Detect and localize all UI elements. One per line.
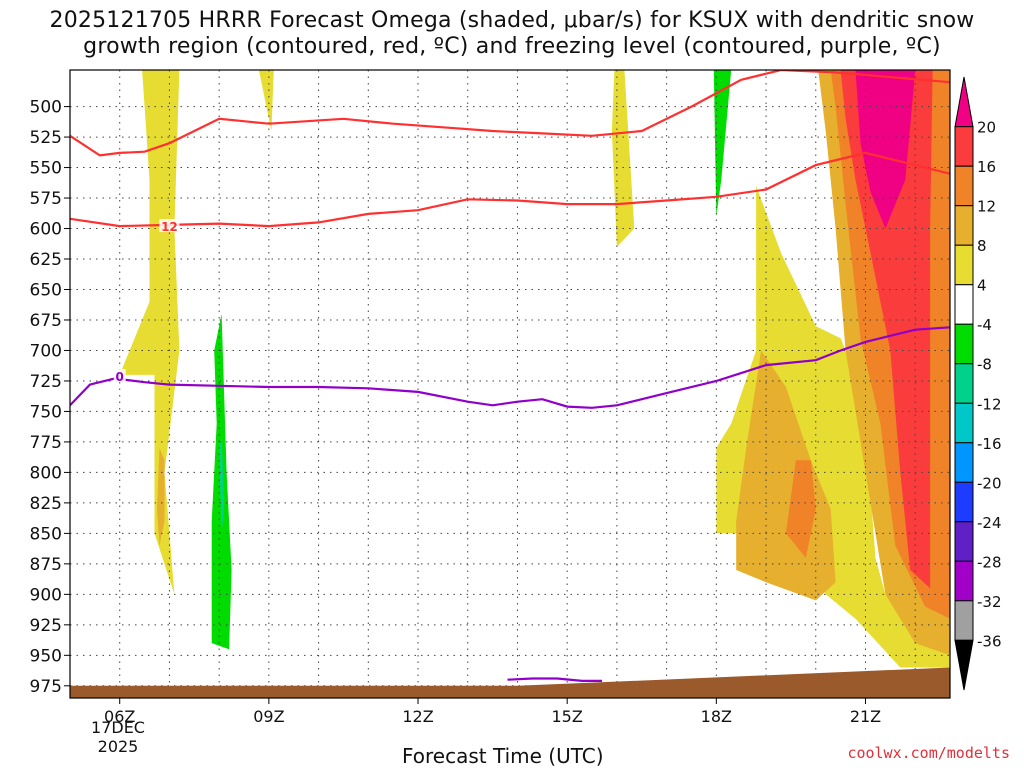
colorbar-segment: [954, 284, 974, 325]
omega-region-upward-motion-07z-core: [157, 448, 165, 546]
x-axis-label: Forecast Time (UTC): [402, 744, 604, 768]
y-tick-label: 800: [30, 463, 62, 483]
omega-region-upward-motion-1mt: [716, 185, 950, 668]
contour-label: 0: [116, 370, 124, 384]
omega-region-sinking-17z: [656, 557, 677, 644]
contour-label: 12: [161, 220, 178, 234]
chart-title-line2: growth region (contoured, red, ºC) and f…: [83, 34, 941, 59]
x-tick-label: 12Z: [402, 707, 433, 726]
date-label-day: 17DEC: [91, 718, 145, 737]
colorbar-label: 12: [977, 198, 996, 216]
x-tick-label: 09Z: [253, 707, 284, 726]
colorbar-segment: [954, 363, 974, 404]
colorbar-segment: [954, 560, 974, 602]
chart-title-line1: 2025121705 HRRR Forecast Omega (shaded, …: [49, 8, 975, 33]
colorbar-segment: [954, 442, 974, 483]
y-tick-label: 925: [30, 616, 62, 636]
colorbar-label: 16: [977, 158, 996, 176]
colorbar-segment: [954, 205, 974, 246]
y-tick-label: 900: [30, 585, 62, 605]
credit-text: coolwx.com/modelts: [847, 744, 1010, 762]
y-tick-label: 650: [30, 280, 62, 300]
colorbar-segment: [954, 244, 974, 286]
colorbar-label: -28: [977, 553, 1002, 571]
y-tick-label: 975: [30, 677, 62, 697]
contour-line--12: [70, 151, 950, 228]
y-tick-label: 950: [30, 646, 62, 666]
y-tick-label: 600: [30, 220, 62, 240]
colorbar-label: 8: [977, 237, 987, 255]
terrain-ground: [70, 667, 950, 698]
omega-region-sinking-14z-15z: [462, 161, 637, 534]
plot-border: [69, 69, 951, 699]
colorbar-segment: [954, 402, 974, 444]
y-tick-label: 500: [30, 98, 62, 118]
colorbar-bottom-triangle: [954, 639, 974, 691]
omega-region-sinking-06z-low: [97, 502, 125, 625]
colorbar-label: -36: [977, 632, 1002, 650]
y-tick-label: 675: [30, 311, 62, 331]
contour-line--12: [70, 70, 950, 157]
omega-region-upward-motion-12-zone: [785, 460, 816, 558]
x-tick-label: 15Z: [552, 707, 583, 726]
colorbar-label: 20: [977, 119, 996, 137]
y-tick-label: 875: [30, 555, 62, 575]
y-tick-label: 575: [30, 189, 62, 209]
omega-region-upward-motion-high-20: [855, 70, 916, 229]
colorbar-label: -20: [977, 474, 1002, 492]
colorbar-label: -16: [977, 435, 1002, 453]
y-tick-label: 525: [30, 128, 62, 148]
contour-line-0: [70, 326, 950, 409]
omega-region-sinking-08z-inner: [219, 435, 225, 534]
y-tick-label: 625: [30, 250, 62, 270]
y-tick-label: 825: [30, 494, 62, 514]
y-tick-label: 775: [30, 433, 62, 453]
colorbar-segment: [954, 521, 974, 562]
colorbar-segment: [954, 481, 974, 523]
x-tick-label: 18Z: [701, 707, 732, 726]
omega-region-upward-motion-high-16: [840, 70, 933, 589]
y-tick-label: 750: [30, 402, 62, 422]
colorbar-segment: [954, 165, 974, 207]
date-label-year: 2025: [97, 737, 139, 756]
colorbar-segment: [954, 323, 974, 365]
colorbar-label: -8: [977, 356, 992, 374]
x-tick-label: 06Z: [104, 707, 135, 726]
omega-region-sinking-17z-18z: [666, 70, 749, 302]
x-tick-label: 21Z: [850, 707, 881, 726]
colorbar-label: -32: [977, 593, 1002, 611]
y-tick-label: 850: [30, 524, 62, 544]
omega-region-upward-motion-8-zone: [736, 350, 836, 601]
contour-label-bg: [159, 219, 180, 233]
colorbar-segment: [954, 600, 974, 641]
contour-label-bg: [113, 369, 126, 383]
colorbar-label: 4: [977, 277, 987, 295]
y-tick-label: 700: [30, 341, 62, 361]
colorbar-label: -24: [977, 514, 1002, 532]
colorbar-label: -12: [977, 395, 1002, 413]
colorbar-segment: [954, 126, 974, 167]
contour-line-0: [507, 677, 602, 682]
omega-region-upward-motion-09z: [258, 70, 274, 131]
y-tick-label: 725: [30, 372, 62, 392]
y-tick-label: 550: [30, 159, 62, 179]
colorbar-label: -4: [977, 316, 992, 334]
colorbar-top-triangle: [954, 76, 974, 128]
